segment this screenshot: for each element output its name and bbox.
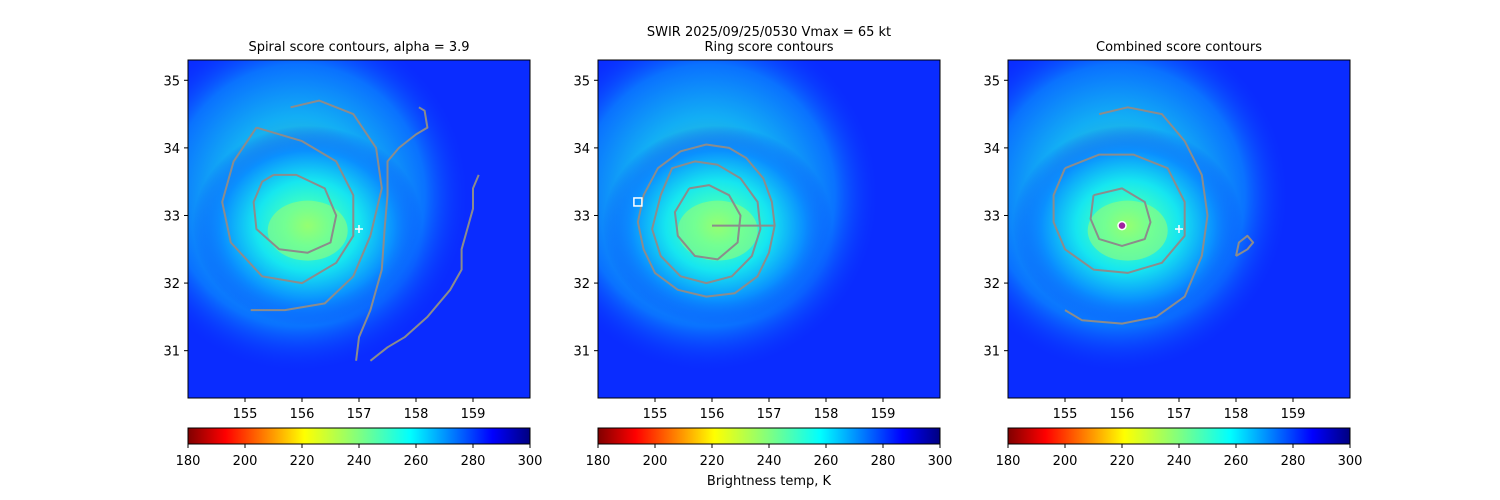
y-tick-label: 34 <box>983 142 1000 157</box>
x-tick-label: 158 <box>404 407 429 422</box>
y-tick-label: 31 <box>573 345 590 360</box>
x-tick-label: 157 <box>347 407 372 422</box>
brightness-temp-image <box>188 60 530 398</box>
contour-line-5 <box>369 174 480 362</box>
colorbar-tick-label: 280 <box>1281 454 1306 469</box>
plus-marker <box>1175 225 1183 233</box>
circle-marker <box>1117 220 1127 231</box>
x-tick-label: 155 <box>233 407 258 422</box>
colorbar-tick-label: 200 <box>233 454 258 469</box>
colorbar-tick-label: 180 <box>176 454 201 469</box>
colorbar-tick-label: 240 <box>757 454 782 469</box>
colorbar-tick-label: 260 <box>814 454 839 469</box>
x-tick-label: 159 <box>1281 407 1306 422</box>
y-tick-label: 32 <box>983 277 1000 292</box>
colorbar-tick-label: 240 <box>1167 454 1192 469</box>
colorbar-tick-label: 220 <box>700 454 725 469</box>
y-tick-label: 32 <box>163 277 180 292</box>
x-tick-label: 156 <box>1110 407 1135 422</box>
colorbar <box>597 427 941 445</box>
contour-line-2 <box>221 126 355 285</box>
brightness-temp-image <box>598 60 940 398</box>
x-tick-label: 159 <box>871 407 896 422</box>
x-tick-label: 155 <box>1053 407 1078 422</box>
y-tick-label: 31 <box>983 345 1000 360</box>
panel-title: Ring score contours <box>704 40 833 55</box>
x-tick-label: 158 <box>814 407 839 422</box>
x-tick-label: 155 <box>643 407 668 422</box>
y-tick-label: 34 <box>573 142 590 157</box>
figure-suptitle: SWIR 2025/09/25/0530 Vmax = 65 kt <box>647 25 891 40</box>
colorbar-tick-label: 180 <box>586 454 611 469</box>
panel-title: Combined score contours <box>1096 40 1262 55</box>
contour-line-4 <box>1235 234 1255 257</box>
x-tick-label: 157 <box>1167 407 1192 422</box>
x-tick-label: 156 <box>700 407 725 422</box>
colorbar-tick-label: 280 <box>461 454 486 469</box>
colorbar-tick-label: 260 <box>404 454 429 469</box>
warm-core <box>267 200 348 261</box>
panel-1: Spiral score contours, alpha = 3.9 155 156… <box>163 40 543 469</box>
plus-marker <box>355 225 363 233</box>
panel-3: Combined score contours 155 156 157 158 159 31… <box>983 40 1363 469</box>
colorbar-tick-label: 200 <box>1053 454 1078 469</box>
colorbar-tick-label: 240 <box>347 454 372 469</box>
colorbar <box>187 427 531 445</box>
y-tick-label: 35 <box>163 74 180 89</box>
colorbar-tick-label: 300 <box>518 454 543 469</box>
colorbar <box>1007 427 1351 445</box>
x-tick-label: 157 <box>757 407 782 422</box>
colorbar-tick-label: 300 <box>1338 454 1363 469</box>
x-tick-label: 156 <box>290 407 315 422</box>
colorbar-tick-label: 180 <box>996 454 1021 469</box>
contour-line-3 <box>1064 106 1209 325</box>
y-tick-label: 35 <box>573 74 590 89</box>
contour-line-2 <box>1052 153 1186 274</box>
colorbar-tick-label: 300 <box>928 454 953 469</box>
y-tick-label: 32 <box>573 277 590 292</box>
panels: Spiral score contours, alpha = 3.9 155 156… <box>163 40 1363 469</box>
y-tick-label: 33 <box>573 209 590 224</box>
contour-line-2 <box>673 184 742 261</box>
contour-line-1 <box>252 173 338 254</box>
contour-line-3 <box>250 99 383 312</box>
colorbar-tick-label: 220 <box>290 454 315 469</box>
x-tick-label: 159 <box>461 407 486 422</box>
square-marker <box>633 197 643 207</box>
colorbar-tick-label: 280 <box>871 454 896 469</box>
y-tick-label: 35 <box>983 74 1000 89</box>
y-tick-label: 34 <box>163 142 180 157</box>
contour-line-4 <box>355 106 429 361</box>
panel-title: Spiral score contours, alpha = 3.9 <box>248 40 469 55</box>
y-tick-label: 33 <box>163 209 180 224</box>
colorbar-label: Brightness temp, K <box>707 474 832 489</box>
x-tick-label: 158 <box>1224 407 1249 422</box>
y-tick-label: 31 <box>163 345 180 360</box>
contour-line-1 <box>636 143 776 298</box>
y-tick-label: 33 <box>983 209 1000 224</box>
panel-2: Ring score contours 155 156 157 158 159 31 32 33… <box>573 40 953 469</box>
contour-line-1 <box>1089 187 1152 247</box>
contour-line-3 <box>651 160 762 285</box>
colorbar-tick-label: 200 <box>643 454 668 469</box>
colorbar-tick-label: 220 <box>1110 454 1135 469</box>
colorbar-tick-label: 260 <box>1224 454 1249 469</box>
warm-core <box>677 200 758 261</box>
warm-core <box>1087 200 1168 261</box>
